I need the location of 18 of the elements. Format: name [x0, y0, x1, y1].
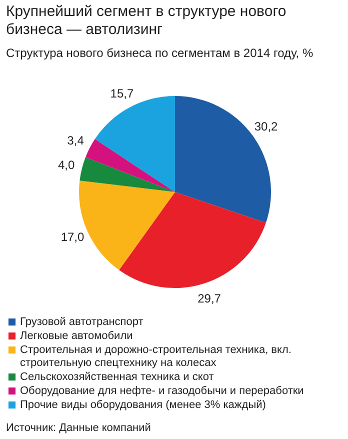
legend-label: Оборудование для нефте- и газодобычи и переработки [20, 385, 304, 397]
legend-label: Легковые автомобили [20, 330, 133, 342]
pie-slice [86, 139, 175, 192]
data-label: 29,7 [198, 292, 222, 306]
legend-label: Грузовой автотранспорт [20, 316, 144, 328]
legend-label: Прочие виды оборудования (менее 3% каждый) [20, 399, 266, 411]
text: Источник: Данные компаний [6, 422, 151, 434]
legend-label: Сельскохозяйственная техника и скот [20, 371, 214, 383]
legend-label: Строительная и дорожно-строительная техника, вкл. строительную спецтехнику на колесах [20, 344, 292, 369]
data-label: 3,4 [67, 134, 84, 148]
pie-slice [80, 157, 175, 192]
data-label: 17,0 [60, 230, 84, 244]
data-label: 30,2 [254, 120, 278, 134]
data-label: 4,0 [58, 158, 76, 172]
chart-subtitle: Структура нового бизнеса по сегментам в 2014 году, % [6, 46, 314, 60]
data-label: 15,7 [110, 86, 134, 100]
pie-slice [119, 192, 266, 288]
chart-title: Крупнейший сегмент в структуре нового бизнеса — автолизинг [6, 3, 286, 38]
